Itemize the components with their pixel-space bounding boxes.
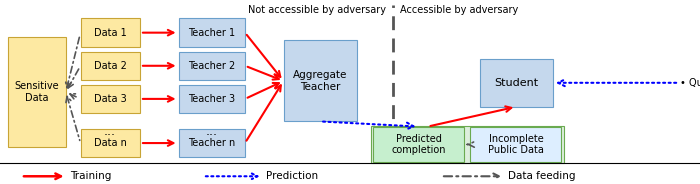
Text: Teacher 1: Teacher 1 bbox=[188, 28, 235, 38]
FancyBboxPatch shape bbox=[178, 18, 245, 47]
FancyBboxPatch shape bbox=[178, 52, 245, 80]
FancyBboxPatch shape bbox=[80, 129, 140, 157]
FancyBboxPatch shape bbox=[371, 126, 564, 163]
Text: Data feeding: Data feeding bbox=[508, 171, 575, 181]
Text: Aggregate
Teacher: Aggregate Teacher bbox=[293, 70, 347, 92]
FancyBboxPatch shape bbox=[178, 129, 245, 157]
Text: Incomplete
Public Data: Incomplete Public Data bbox=[488, 134, 544, 155]
FancyBboxPatch shape bbox=[470, 127, 561, 162]
Text: Student: Student bbox=[494, 78, 538, 88]
Text: Predicted
completion: Predicted completion bbox=[391, 134, 446, 155]
Text: Teacher 2: Teacher 2 bbox=[188, 61, 235, 71]
FancyBboxPatch shape bbox=[8, 37, 66, 147]
FancyBboxPatch shape bbox=[80, 52, 140, 80]
Text: • Queries: • Queries bbox=[680, 78, 700, 88]
Text: Teacher n: Teacher n bbox=[188, 138, 235, 148]
Text: Teacher 3: Teacher 3 bbox=[188, 94, 235, 104]
Text: Accessible by adversary: Accessible by adversary bbox=[400, 5, 519, 15]
FancyBboxPatch shape bbox=[373, 127, 464, 162]
Text: Data 2: Data 2 bbox=[94, 61, 127, 71]
Text: Data n: Data n bbox=[94, 138, 127, 148]
Text: Not accessible by adversary: Not accessible by adversary bbox=[248, 5, 386, 15]
Text: Data 1: Data 1 bbox=[94, 28, 127, 38]
Text: Sensitive
Data: Sensitive Data bbox=[15, 81, 60, 103]
FancyBboxPatch shape bbox=[284, 40, 357, 121]
Text: ...: ... bbox=[104, 125, 116, 138]
Text: Prediction: Prediction bbox=[266, 171, 318, 181]
Text: Data 3: Data 3 bbox=[94, 94, 127, 104]
Text: ...: ... bbox=[205, 125, 218, 138]
Text: Training: Training bbox=[70, 171, 111, 181]
FancyBboxPatch shape bbox=[178, 85, 245, 113]
FancyBboxPatch shape bbox=[80, 18, 140, 47]
FancyBboxPatch shape bbox=[480, 59, 553, 107]
FancyBboxPatch shape bbox=[80, 85, 140, 113]
